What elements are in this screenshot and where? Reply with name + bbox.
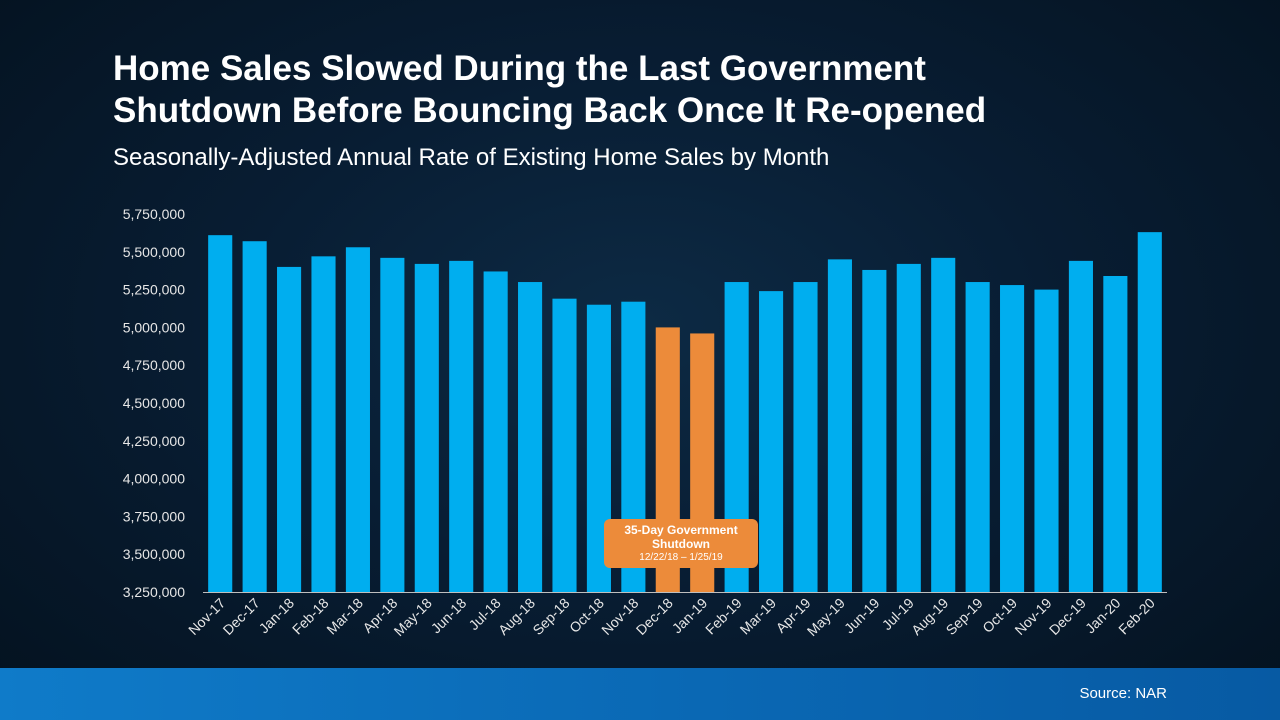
y-tick-label: 3,500,000 bbox=[123, 546, 185, 562]
y-tick-label: 5,000,000 bbox=[123, 319, 185, 335]
y-tick-label: 3,250,000 bbox=[123, 584, 185, 600]
x-tick-label: Nov-18 bbox=[598, 595, 641, 638]
bar bbox=[1068, 260, 1093, 592]
y-tick-label: 4,250,000 bbox=[123, 433, 185, 449]
x-tick-label: Aug-18 bbox=[495, 595, 538, 638]
bar bbox=[208, 235, 233, 592]
bar bbox=[449, 260, 474, 592]
shutdown-callout: 35-Day Government Shutdown 12/22/18 – 1/… bbox=[604, 519, 758, 568]
x-tick-label: Feb-19 bbox=[702, 595, 745, 638]
bar bbox=[896, 263, 921, 592]
y-tick-label: 5,250,000 bbox=[123, 282, 185, 298]
y-tick-label: 4,000,000 bbox=[123, 471, 185, 487]
x-tick-label: Feb-20 bbox=[1115, 595, 1158, 638]
x-tick-label: Nov-19 bbox=[1011, 595, 1054, 638]
y-tick-label: 3,750,000 bbox=[123, 508, 185, 524]
bar bbox=[965, 282, 990, 592]
x-tick-label: Sep-18 bbox=[529, 595, 572, 638]
footer-bar bbox=[0, 668, 1280, 720]
y-tick-label: 4,750,000 bbox=[123, 357, 185, 373]
bar bbox=[518, 282, 543, 592]
chart-title-line-2: Shutdown Before Bouncing Back Once It Re… bbox=[113, 91, 987, 130]
bar bbox=[345, 247, 370, 592]
x-tick-label: Dec-19 bbox=[1046, 595, 1089, 638]
y-tick-label: 4,500,000 bbox=[123, 395, 185, 411]
bar bbox=[277, 266, 302, 592]
x-tick-label: May-19 bbox=[804, 595, 848, 639]
x-tick-label: Nov-17 bbox=[185, 595, 228, 638]
shutdown-callout-dates: 12/22/18 – 1/25/19 bbox=[639, 552, 723, 563]
bar bbox=[242, 241, 267, 592]
shutdown-callout-title: 35-Day Government Shutdown bbox=[604, 523, 758, 551]
x-tick-label: Dec-18 bbox=[633, 595, 676, 638]
y-tick-label: 5,500,000 bbox=[123, 244, 185, 260]
x-tick-label: Mar-18 bbox=[323, 595, 366, 638]
x-tick-label: Mar-19 bbox=[737, 595, 780, 638]
bar bbox=[483, 271, 508, 592]
bar-chart: 3,250,000 3,500,000 3,750,000 4,000,000 4,25… bbox=[123, 206, 1167, 639]
bar bbox=[311, 256, 336, 592]
x-tick-label: Jun-18 bbox=[428, 595, 470, 637]
x-tick-label: Sep-19 bbox=[943, 595, 986, 638]
chart-title: Home Sales Slowed During the Last Govern… bbox=[113, 48, 1213, 132]
bar bbox=[1034, 289, 1059, 592]
x-tick-label: Jun-19 bbox=[841, 595, 883, 637]
shutdown-callout-title-line-2: Shutdown bbox=[652, 537, 710, 551]
bar bbox=[793, 282, 818, 592]
bar bbox=[862, 269, 887, 592]
x-tick-label: Feb-18 bbox=[289, 595, 332, 638]
x-tick-label: May-18 bbox=[391, 595, 435, 639]
bar bbox=[414, 263, 439, 592]
x-tick-label: Jan-18 bbox=[256, 595, 298, 637]
shutdown-callout-title-line-1: 35-Day Government bbox=[624, 523, 738, 537]
x-tick-label: Jan-19 bbox=[669, 595, 711, 637]
bar bbox=[1000, 285, 1025, 592]
chart-title-line-1: Home Sales Slowed During the Last Govern… bbox=[113, 49, 926, 88]
bar bbox=[827, 259, 852, 592]
chart-subtitle: Seasonally-Adjusted Annual Rate of Exist… bbox=[113, 144, 830, 171]
x-tick-label: Dec-17 bbox=[220, 595, 263, 638]
bar bbox=[380, 257, 405, 592]
x-tick-label: Jan-20 bbox=[1082, 595, 1124, 637]
y-tick-label: 5,750,000 bbox=[123, 206, 185, 222]
bar bbox=[931, 257, 956, 592]
bar bbox=[552, 298, 577, 592]
bar bbox=[1103, 275, 1128, 592]
source-label: Source: NAR bbox=[1079, 685, 1167, 702]
bar bbox=[759, 291, 784, 592]
x-tick-label: Aug-19 bbox=[908, 595, 951, 638]
bar bbox=[1137, 232, 1162, 593]
